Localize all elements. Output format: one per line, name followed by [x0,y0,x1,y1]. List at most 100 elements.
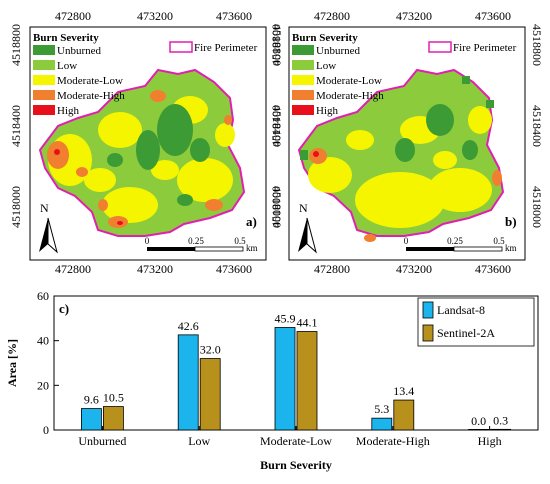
y-tick-label: 40 [37,334,49,348]
scalebar-label-025: 0.25 [447,236,463,246]
y-tick-label: 0 [43,423,49,437]
scalebar-label-0: 0 [145,236,150,246]
tick-top-3: 473600 [475,9,511,23]
tick-left-1: 4518800 [9,24,23,66]
legend-label-landsat-8: Landsat-8 [437,303,485,317]
tick-right-2: 4518400 [530,105,544,147]
tick-left-2: 4518400 [269,105,283,147]
legend-swatch-moderate-high [292,90,314,100]
bar-value-label: 13.4 [393,384,414,398]
x-tick-label: Moderate-High [356,434,430,448]
legend-title: Burn Severity [33,32,99,44]
bar-landsat-8 [274,327,296,431]
map-panel-a: Burn Severity Unburned Low Moderate-Low … [9,9,284,276]
tick-left-3: 4518000 [9,186,23,228]
tick-top-2: 473200 [137,9,173,23]
bar-value-label: 44.1 [297,316,318,330]
map-b-ticks: 472800 473200 473600 472800 473200 47360… [269,9,544,276]
legend-swatch-unburned [33,45,55,55]
bar-sentinel-2a [103,406,124,431]
tick-bottom-2: 473200 [137,262,173,276]
north-label: N [299,201,308,215]
map-a-scalebar: 0 0.25 0.5 km [145,236,258,253]
bar-value-label: 10.5 [103,391,124,405]
chart-legend: Landsat-8 Sentinel-2A [417,297,535,347]
north-arrow-icon: N [298,201,317,254]
legend-swatch-landsat-8 [422,301,434,319]
map-b-scalebar: 0 0.25 0.5 km [404,236,517,253]
tick-top-2: 473200 [396,9,432,23]
bar-sentinel-2a [199,358,221,431]
map-a-panel-label: a) [246,214,257,229]
y-tick-label: 20 [37,378,49,392]
bar-sentinel-2a [393,399,415,431]
bar-value-label: 0.3 [493,413,508,427]
bar-landsat-8 [468,428,490,431]
tick-top-1: 472800 [314,9,350,23]
map-b-burn-area [297,68,505,242]
legend-swatch-fire-perimeter [428,41,452,53]
x-tick-label: Moderate-Low [260,434,332,448]
legend-swatch-fire-perimeter [169,41,193,53]
bar-value-label: 5.3 [374,402,389,416]
legend-label-low: Low [57,60,77,72]
north-label: N [40,201,49,215]
legend-label-moderate-low: Moderate-Low [316,75,382,87]
map-panel-b: Burn Severity Unburned Low Moderate-Low … [269,9,544,276]
tick-left-1: 4518800 [269,24,283,66]
tick-left-2: 4518400 [9,105,23,147]
north-arrow-icon: N [39,201,58,254]
bar-landsat-8 [177,334,199,431]
legend-label-fire-perimeter: Fire Perimeter [194,42,258,54]
legend-swatch-low [33,60,55,70]
tick-left-3: 4518000 [269,186,283,228]
bar-value-label: 0.0 [471,414,486,428]
chart-legend-box [417,297,535,347]
scalebar-unit: km [505,243,517,253]
map-b-panel-label: b) [505,214,517,229]
legend-swatch-low [292,60,314,70]
tick-top-3: 473600 [216,9,252,23]
x-tick-label: Unburned [78,434,126,448]
tick-right-1: 4518800 [270,24,284,66]
x-tick-label: High [478,434,502,448]
bar-sentinel-2a [490,428,512,431]
legend-title: Burn Severity [292,32,358,44]
scalebar-unit: km [246,243,258,253]
y-axis-label: Area [%] [5,339,19,387]
scalebar-label-025: 0.25 [188,236,204,246]
tick-bottom-1: 472800 [55,262,91,276]
tick-bottom-2: 473200 [396,262,432,276]
legend-swatch-moderate-low [292,75,314,85]
legend-label-high: High [316,105,339,117]
y-axis: 0 20 40 60 [37,289,59,437]
bar-chart: c) Area [%] Burn Severity 0 20 40 60 Unburn… [5,289,539,472]
bar-value-label: 45.9 [275,311,296,325]
map-a-burn-area [38,68,246,237]
tick-right-3: 4518000 [530,186,544,228]
tick-top-1: 472800 [55,9,91,23]
x-tick-label: Low [188,434,210,448]
legend-swatch-moderate-low [33,75,55,85]
legend-label-moderate-low: Moderate-Low [57,75,123,87]
legend-label-sentinel-2a: Sentinel-2A [437,326,495,340]
scalebar-label-0: 0 [404,236,409,246]
tick-bottom-1: 472800 [314,262,350,276]
legend-swatch-sentinel-2a [422,324,434,342]
x-axis: Unburned Low Moderate-Low Moderate-High High [78,426,502,448]
legend-label-unburned: Unburned [316,45,360,57]
legend-label-moderate-high: Moderate-High [316,90,384,102]
bar-value-label: 9.6 [84,393,99,407]
legend-label-low: Low [316,60,336,72]
tick-right-1: 4518800 [530,24,544,66]
legend-label-moderate-high: Moderate-High [57,90,125,102]
scalebar-label-05: 0.5 [493,236,505,246]
legend-label-unburned: Unburned [57,45,101,57]
x-axis-label: Burn Severity [260,458,332,472]
map-a-ticks: 472800 473200 473600 472800 473200 47360… [9,9,284,276]
data-labels: 9.6 10.5 42.632.0 45.9 44.1 5.3 13.4 0.0 0.3 [84,311,508,428]
legend-swatch-high [292,105,314,115]
tick-bottom-3: 473600 [216,262,252,276]
chart-panel-label: c) [59,301,69,316]
bar-landsat-8 [81,408,102,431]
